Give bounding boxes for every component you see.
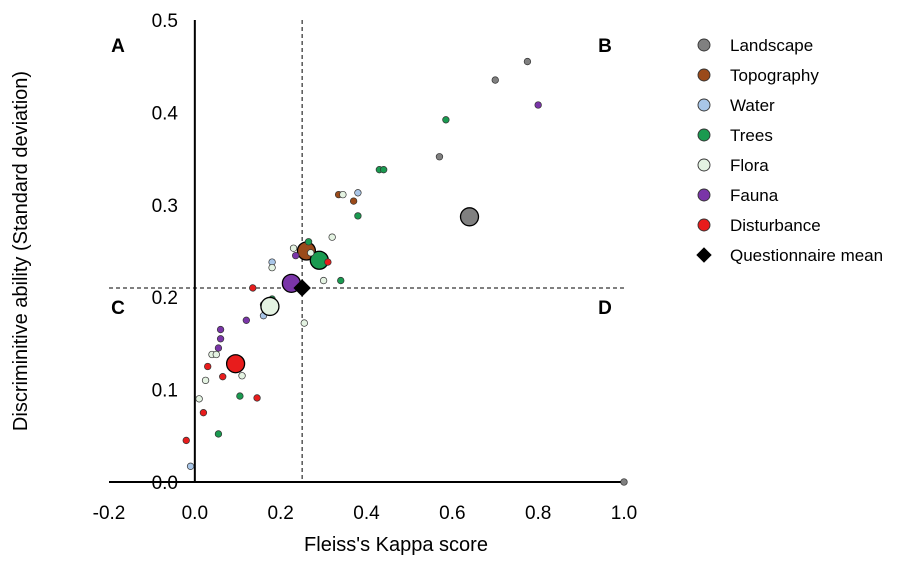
quadrant-label-c: C [111,298,125,319]
legend-label-questionnaire-mean: Questionnaire mean [730,246,883,265]
legend-label-landscape: Landscape [730,36,813,55]
y-axis-title: Discriminitive ability (Standard deviati… [10,71,32,431]
point-flora [268,263,276,272]
point-disturbance [204,362,212,371]
axis-titles: Fleiss's Kappa score Discriminitive abil… [10,71,488,556]
legend-marker-topography [697,68,711,82]
x-tick-label: 0.2 [267,503,293,524]
quadrant-labels: A B C D [111,36,612,319]
legend-label-fauna: Fauna [730,186,779,205]
y-tick-label: 0.0 [152,473,178,494]
point-landscape [435,153,444,161]
legend-label-topography: Topography [730,66,819,85]
legend-marker-flora [697,158,711,172]
point-disturbance [219,373,227,381]
point-trees [380,166,388,174]
point-trees [354,212,362,220]
point-disturbance [182,436,190,445]
x-tick-label: 0.6 [439,503,465,524]
legend-marker-water [697,98,711,112]
data-points [182,57,628,486]
point-flora [195,395,203,403]
point-topography [349,197,358,205]
point-trees [304,238,313,246]
point-trees [442,116,450,124]
point-fauna [214,344,223,352]
point-flora [319,276,328,285]
legend-label-flora: Flora [730,156,769,175]
point-disturbance [249,284,257,292]
point-disturbance [253,394,261,402]
mean-point-disturbance [225,354,246,374]
point-disturbance [324,258,332,266]
y-tick-label: 0.5 [152,11,178,32]
point-flora [212,350,220,359]
tick-labels: -0.2 0.0 0.2 0.4 0.6 0.8 1.0 0.0 0.1 0.2 0.3 0.4 0.5 [93,11,638,524]
point-landscape [491,76,499,84]
legend: Landscape Topography Water Trees Flora Fauna D… [696,36,883,265]
y-tick-label: 0.2 [152,288,178,309]
point-flora [328,233,336,241]
x-tick-label: 0.8 [525,503,551,524]
point-fauna [242,316,250,324]
point-fauna [216,325,225,334]
reference-lines [109,20,624,482]
point-water [186,462,195,470]
point-flora [339,190,347,199]
point-trees [337,276,345,285]
y-tick-label: 0.4 [152,103,179,124]
point-flora [201,376,210,385]
legend-marker-landscape [697,38,711,52]
point-fauna [216,335,225,343]
point-flora [238,372,246,380]
legend-marker-disturbance [697,218,711,232]
point-landscape [523,57,532,66]
y-tick-label: 0.1 [152,381,178,402]
x-tick-label: 0.0 [182,503,208,524]
x-tick-label: 0.4 [353,503,380,524]
point-trees [214,430,223,438]
point-fauna [534,101,542,109]
point-flora [307,249,315,257]
x-axis-title: Fleiss's Kappa score [304,534,488,556]
point-fauna [292,251,300,260]
legend-label-disturbance: Disturbance [730,216,821,235]
point-trees [236,392,244,400]
quadrant-label-a: A [111,36,125,57]
point-landscape [620,478,628,486]
point-water [354,189,362,197]
x-tick-label: -0.2 [93,503,126,524]
axes [109,20,624,483]
legend-marker-questionnaire-mean [696,247,712,263]
legend-marker-fauna [697,188,711,202]
y-tick-label: 0.3 [152,196,178,217]
legend-label-trees: Trees [730,126,773,145]
point-flora [289,244,298,252]
point-questionnaire-mean [293,279,311,297]
legend-label-water: Water [730,96,775,115]
mean-point-landscape [459,207,480,227]
point-flora [300,319,308,327]
x-tick-label: 1.0 [611,503,637,524]
mean-point-flora [260,296,280,317]
quadrant-label-d: D [598,298,612,319]
quadrant-label-b: B [598,36,612,57]
point-disturbance [199,409,208,417]
legend-marker-trees [697,128,711,142]
